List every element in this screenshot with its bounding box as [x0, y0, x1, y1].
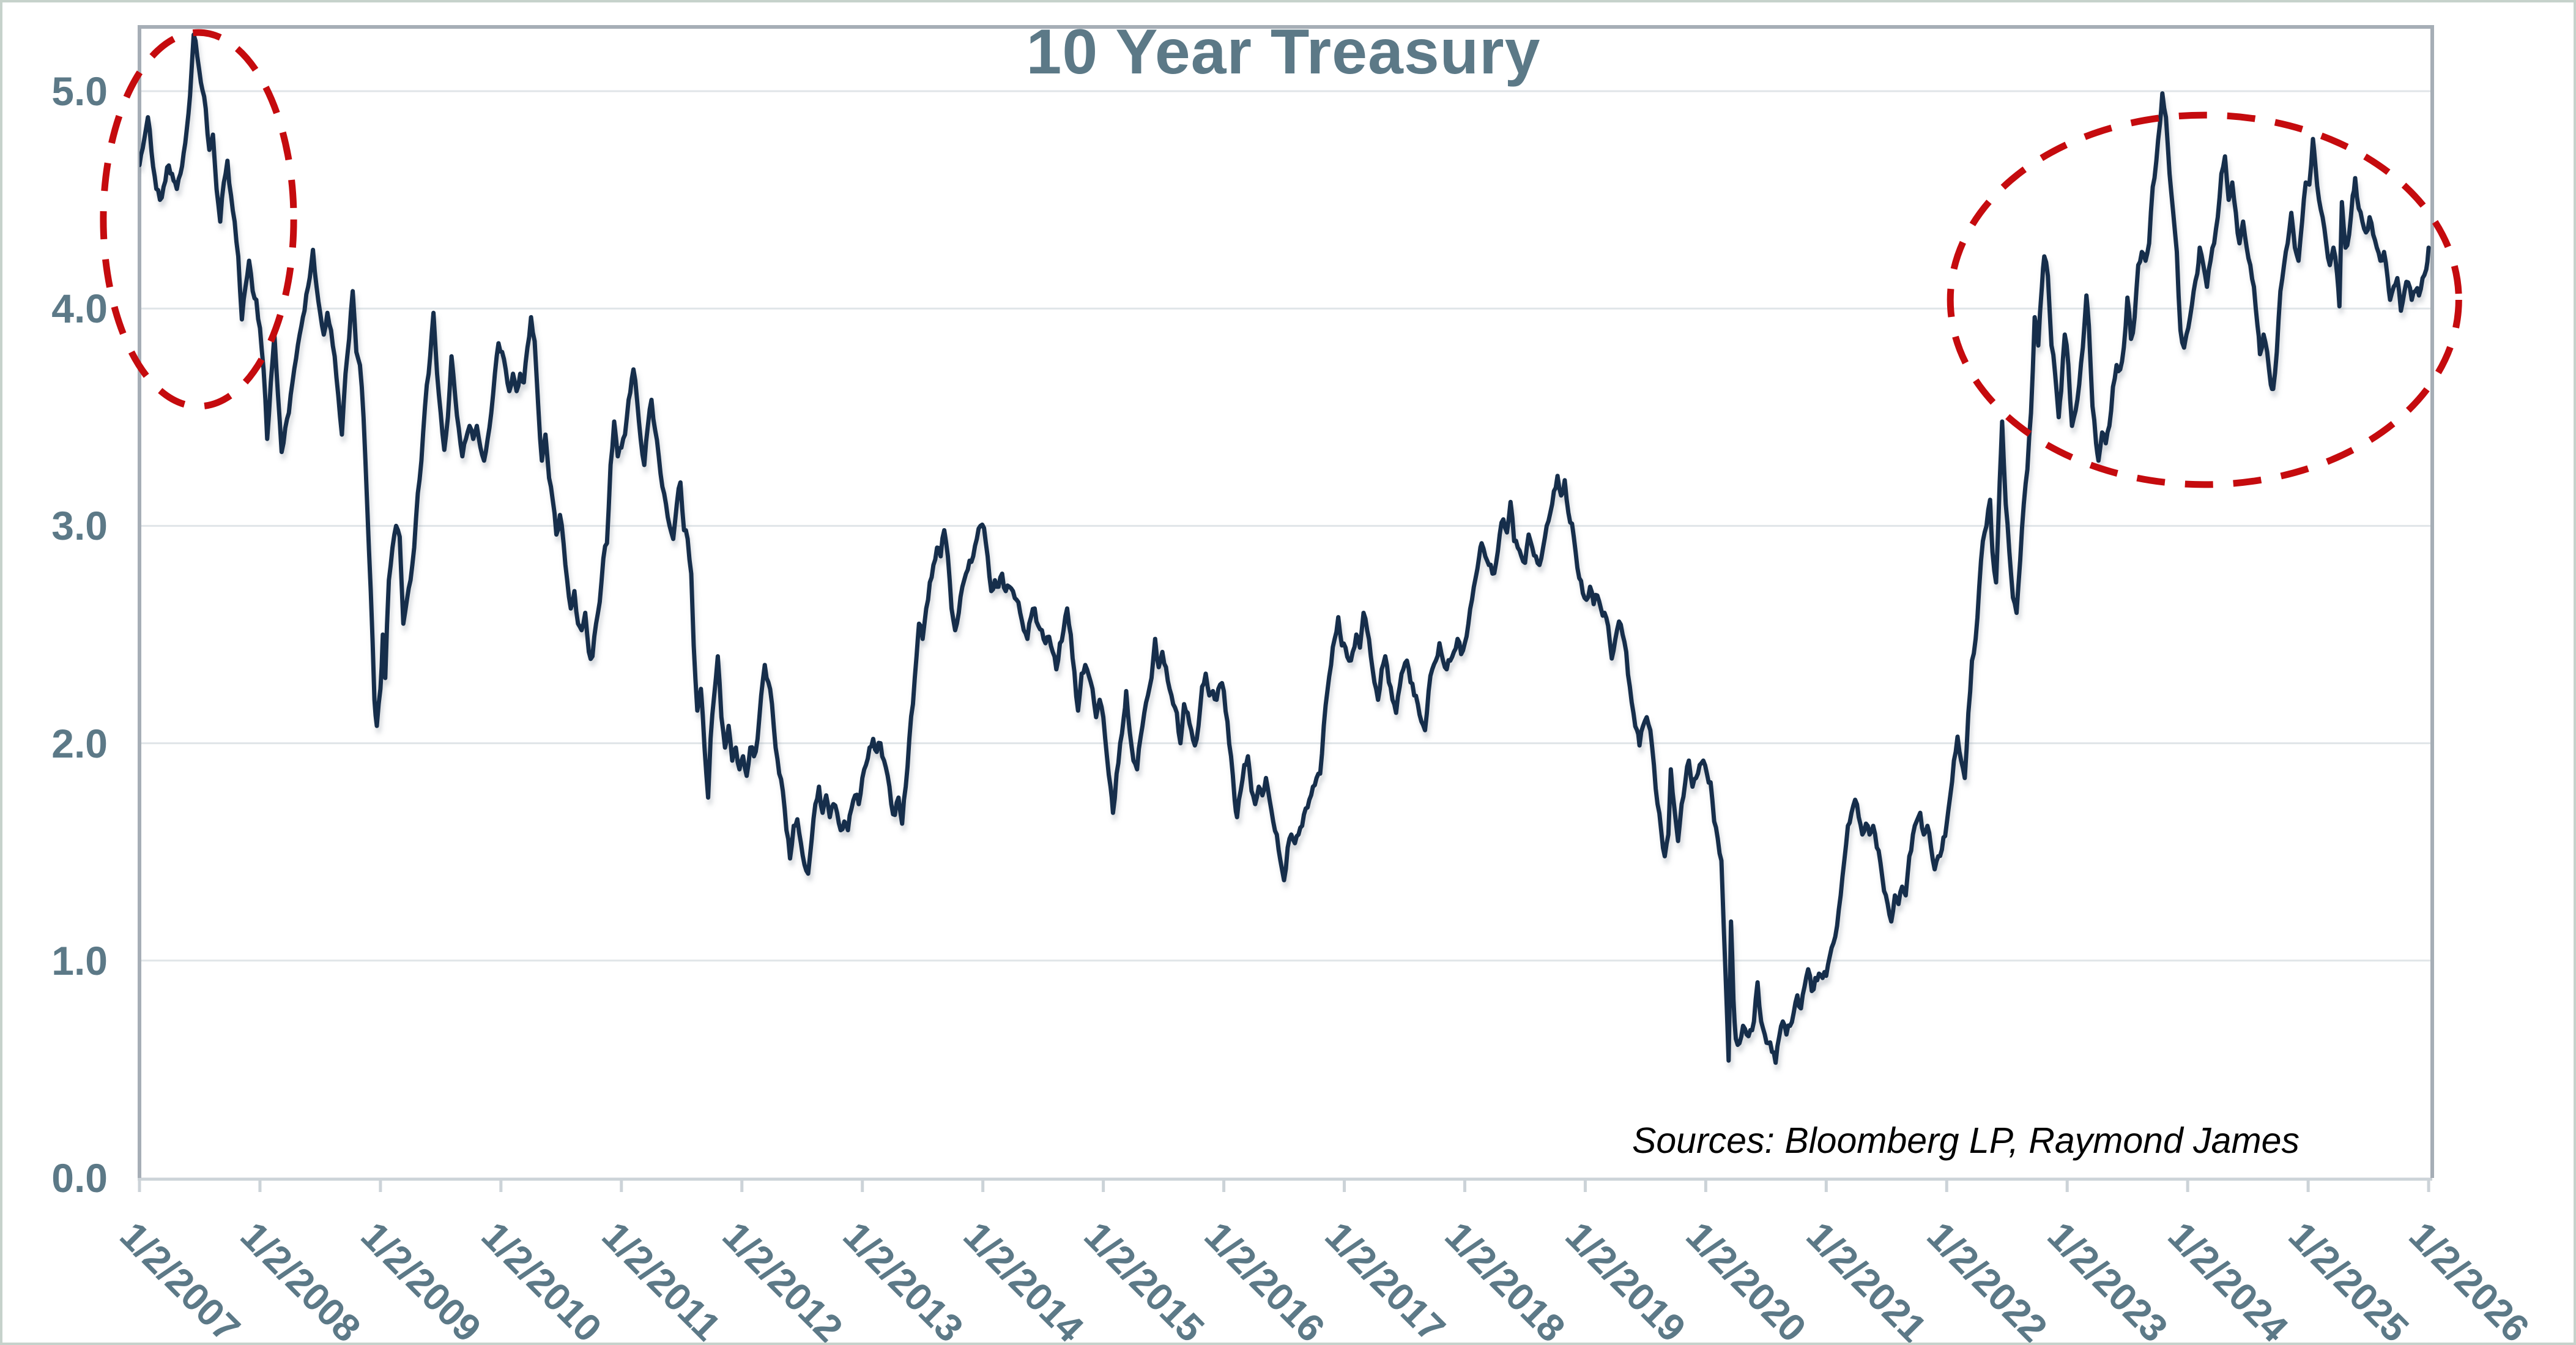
highlight-ellipse-2023-2025-highs — [1947, 111, 2462, 488]
y-axis-label-4.0: 4.0 — [51, 286, 108, 332]
gridlines — [139, 90, 2432, 962]
treasury-yield-line — [139, 32, 2431, 1065]
plot-frame — [138, 25, 2434, 1178]
y-axis-label-3.0: 3.0 — [51, 503, 108, 549]
x-axis-ticks — [138, 1178, 2430, 1192]
source-attribution: Sources: Bloomberg LP, Raymond James — [1632, 1120, 2299, 1161]
chart-title: 10 Year Treasury — [1026, 17, 1541, 88]
y-axis-label-5.0: 5.0 — [51, 69, 108, 114]
highlight-ellipse-2007-peak — [100, 29, 297, 410]
y-axis-label-1.0: 1.0 — [51, 937, 108, 983]
y-axis-label-0.0: 0.0 — [51, 1155, 108, 1201]
y-axis-label-2.0: 2.0 — [51, 720, 108, 766]
